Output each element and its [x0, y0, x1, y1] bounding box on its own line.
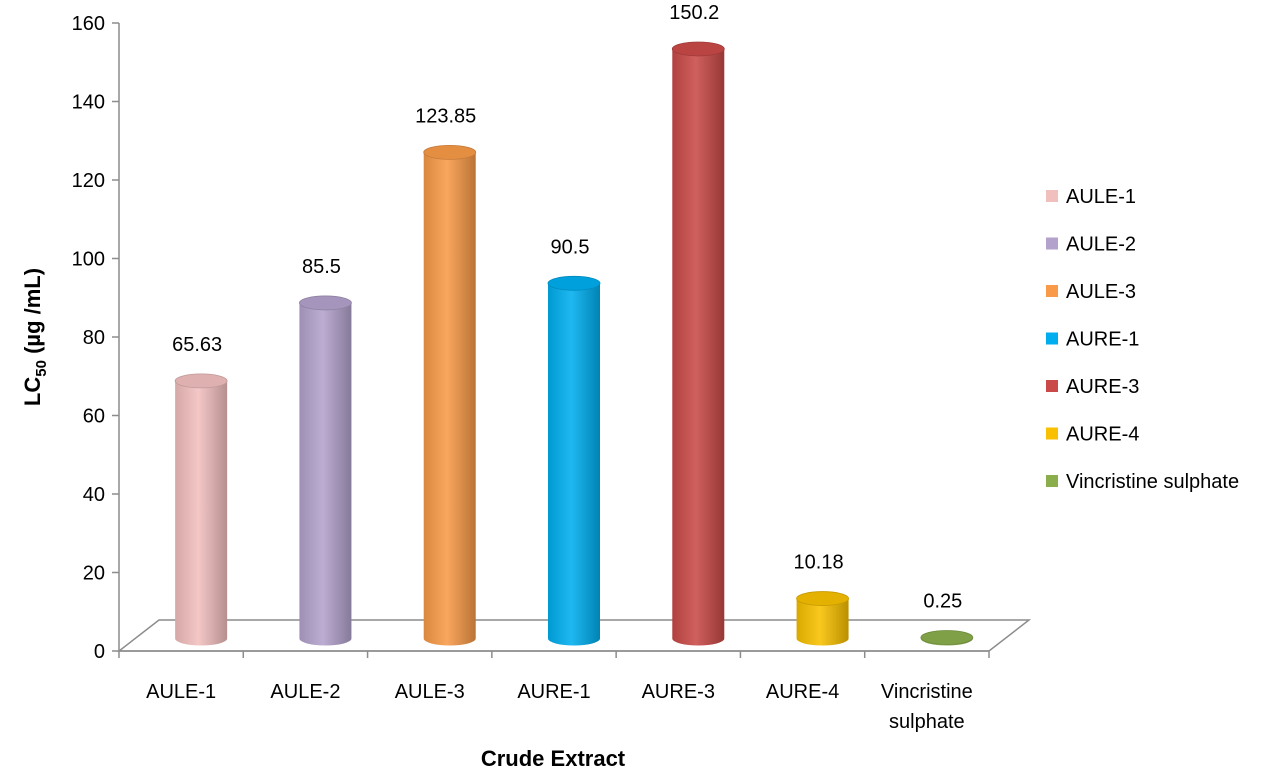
- bar-top: [796, 591, 849, 606]
- data-label: 10.18: [794, 552, 844, 574]
- legend-label: Vincristine sulphate: [1066, 471, 1239, 493]
- bar-body: [423, 152, 476, 646]
- legend-swatch: [1046, 190, 1058, 202]
- data-labels: 65.63 85.5 123.85 90.5 150.2 10.18 0.25: [172, 2, 962, 613]
- legend-label: AURE-4: [1066, 424, 1139, 446]
- bar-top: [920, 630, 974, 645]
- bar-top: [299, 295, 352, 311]
- legend-label: AULE-1: [1066, 186, 1136, 208]
- legend-swatch: [1046, 380, 1058, 392]
- y-tick-label: 100: [72, 249, 105, 271]
- bar-body: [299, 302, 352, 646]
- legend: AULE-1 AULE-2 AULE-3 AURE-1 AURE-3 AURE-4 Vinc…: [1046, 186, 1239, 493]
- y-tick-label: 160: [72, 13, 105, 35]
- y-tick-label: 20: [83, 563, 105, 585]
- bar-vincristine-sulphate: [920, 630, 974, 646]
- bar-top: [423, 144, 477, 160]
- legend-swatch: [1046, 285, 1058, 297]
- x-tick-label: Vincristine sulphate: [881, 681, 973, 733]
- y-axis: 0 20 40 60 80 100 120 140 160: [72, 13, 120, 663]
- bar-aule-2: [299, 295, 352, 646]
- data-label: 65.63: [172, 334, 222, 356]
- bar-top: [547, 275, 601, 291]
- legend-swatch: [1046, 332, 1058, 345]
- bar-top: [671, 41, 725, 57]
- data-label: 150.2: [669, 2, 719, 24]
- x-tick-label: AURE-3: [642, 681, 715, 703]
- legend-label: AULE-2: [1066, 234, 1136, 256]
- y-tick-label: 120: [72, 170, 105, 192]
- data-label: 85.5: [302, 256, 341, 278]
- legend-label: AULE-3: [1066, 281, 1136, 303]
- y-axis-title-subscript: 50: [33, 360, 50, 377]
- legend-swatch: [1046, 237, 1058, 250]
- y-axis-title: LC50 (µg /mL): [20, 268, 50, 406]
- legend-swatch: [1046, 427, 1058, 440]
- bar-aure-3: [671, 41, 725, 646]
- y-axis-title-main: LC: [20, 377, 45, 406]
- x-axis-title: Crude Extract: [481, 746, 626, 770]
- x-tick-label: AULE-3: [395, 681, 465, 703]
- data-label: 0.25: [923, 591, 962, 613]
- y-axis-title-unit: (µg /mL): [20, 268, 45, 360]
- data-label: 90.5: [551, 236, 590, 258]
- bar-aure-1: [547, 275, 601, 646]
- y-tick-label: 0: [94, 641, 105, 663]
- x-axis: AULE-1 AULE-2 AULE-3 AURE-1 AURE-3 AURE-4 Vinc…: [118, 650, 990, 733]
- y-tick-label: 80: [83, 327, 105, 349]
- bar-aule-3: [423, 144, 477, 646]
- bar-top: [174, 373, 228, 389]
- x-tick-label: AURE-1: [517, 681, 590, 703]
- x-tick-label: AURE-4: [766, 681, 839, 703]
- bar-aure-4: [796, 591, 849, 646]
- legend-label: AURE-3: [1066, 376, 1139, 398]
- bar-aule-1: [174, 373, 228, 646]
- bars: [174, 41, 974, 646]
- y-tick-label: 60: [83, 406, 105, 428]
- legend-label: AURE-1: [1066, 329, 1139, 351]
- bar-body: [548, 283, 600, 646]
- legend-swatch: [1046, 475, 1058, 487]
- data-label: 123.85: [415, 105, 476, 127]
- bar-body: [796, 598, 849, 646]
- x-tick-label: AULE-2: [270, 681, 340, 703]
- bar-body: [672, 48, 725, 646]
- y-tick-label: 140: [72, 92, 105, 114]
- x-tick-label: AULE-1: [146, 681, 216, 703]
- bar-body: [175, 380, 228, 646]
- y-tick-label: 40: [83, 484, 105, 506]
